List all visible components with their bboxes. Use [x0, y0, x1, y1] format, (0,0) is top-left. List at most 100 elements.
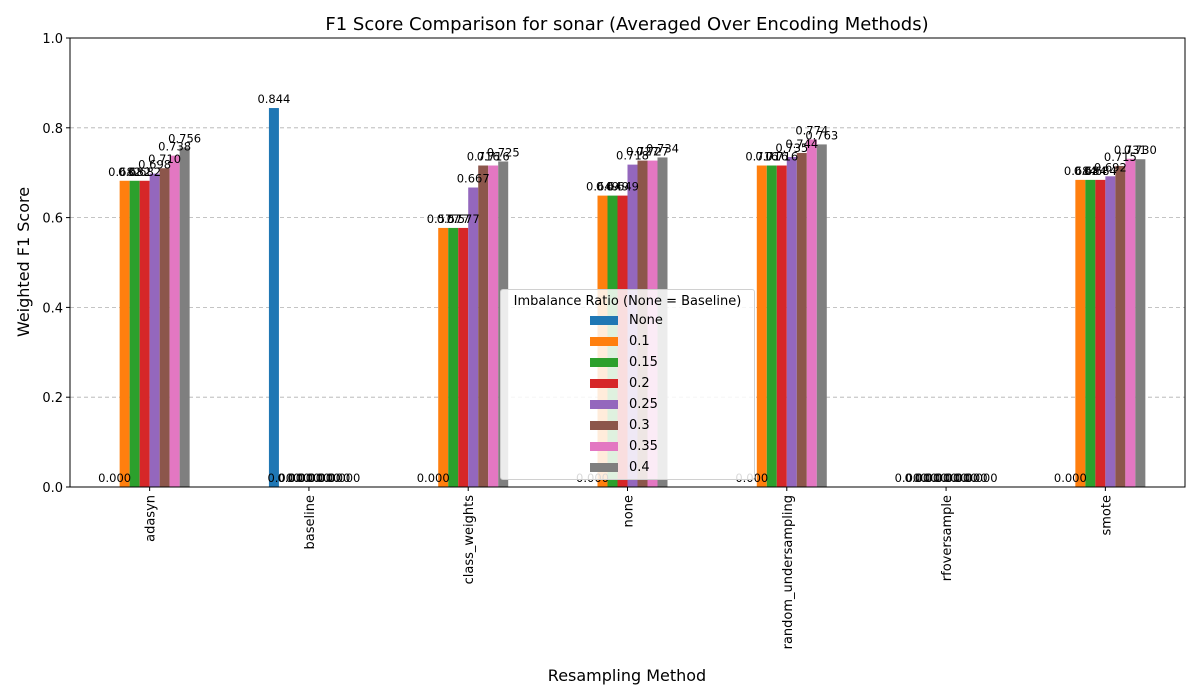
- bar-value-label: 0.682: [128, 165, 161, 179]
- legend-swatch: [590, 463, 618, 472]
- bar-value-label: 0.000: [915, 471, 948, 485]
- bar: [478, 165, 489, 488]
- bar-value-label: 0.716: [755, 150, 788, 164]
- bar-value-label: 0.710: [148, 152, 181, 166]
- bar-value-label: 0.725: [487, 145, 520, 159]
- bar-value-label: 0.716: [467, 150, 500, 164]
- bar-value-label: 0.000: [905, 471, 938, 485]
- bar-value-label: 0.000: [417, 471, 450, 485]
- bar: [129, 180, 140, 488]
- bar: [169, 155, 180, 487]
- bar-value-label: 0.577: [427, 212, 460, 226]
- legend: Imbalance Ratio (None = Baseline) None 0.…: [500, 289, 755, 480]
- legend-label: 0.3: [629, 418, 650, 433]
- x-tick-label: smote: [1099, 495, 1114, 536]
- bar-value-label: 0.692: [1094, 160, 1127, 174]
- y-tick-label: 0.4: [42, 301, 63, 316]
- bar-value-label: 0.684: [1064, 164, 1097, 178]
- legend-label: 0.4: [629, 460, 650, 475]
- legend-swatch: [590, 400, 618, 409]
- bar: [816, 144, 827, 487]
- y-tick-label: 0.8: [42, 122, 63, 137]
- legend-title: Imbalance Ratio (None = Baseline): [513, 294, 742, 309]
- bar: [448, 227, 459, 487]
- bar-value-label: 0.738: [158, 140, 191, 154]
- bar-value-label: 0.682: [118, 165, 151, 179]
- bar: [1085, 179, 1096, 487]
- x-tick-label: class_weights: [462, 495, 477, 585]
- bar: [488, 165, 499, 488]
- bar-value-label: 0.715: [1104, 150, 1137, 164]
- y-axis-label: Weighted F1 Score: [14, 187, 33, 337]
- bar: [776, 165, 787, 488]
- bar: [468, 187, 479, 487]
- x-tick-label: baseline: [303, 495, 318, 549]
- bar-value-label: 0.727: [636, 145, 669, 159]
- bar-value-label: 0.000: [267, 471, 300, 485]
- bar-value-label: 0.000: [945, 471, 978, 485]
- bar-value-label: 0.000: [1054, 471, 1087, 485]
- legend-label: 0.25: [629, 397, 658, 412]
- x-tick-label: none: [622, 495, 637, 527]
- legend-swatch: [590, 379, 618, 388]
- bar-value-label: 0.763: [805, 128, 838, 142]
- bar-value-label: 0.000: [98, 471, 131, 485]
- bar-value-label: 0.000: [895, 471, 928, 485]
- bar-value-label: 0.684: [1084, 164, 1117, 178]
- bar: [1095, 179, 1106, 487]
- bar-value-label: 0.577: [447, 212, 480, 226]
- bar: [1125, 158, 1136, 487]
- bar-value-label: 0.744: [785, 137, 818, 151]
- bar: [179, 147, 190, 487]
- y-tick-label: 0.6: [42, 212, 63, 227]
- bar-value-label: 0.000: [307, 471, 340, 485]
- bar: [438, 227, 449, 487]
- bar-value-label: 0.000: [955, 471, 988, 485]
- chart-title: F1 Score Comparison for sonar (Averaged …: [325, 14, 928, 35]
- bar: [806, 139, 817, 487]
- legend-swatch: [590, 421, 618, 430]
- bar-value-label: 0.756: [168, 132, 201, 146]
- y-tick-label: 0.2: [42, 391, 63, 406]
- legend-swatch: [590, 316, 618, 325]
- legend-label: 0.35: [629, 439, 658, 454]
- x-tick-label: rfoversample: [940, 495, 955, 581]
- bar-value-label: 0.000: [287, 471, 320, 485]
- y-axis-ticks: 0.0 0.2 0.4 0.6 0.8 1.0: [42, 32, 70, 496]
- grid-lines: [70, 127, 1185, 398]
- bar-value-label: 0.000: [935, 471, 968, 485]
- bar-value-label: 0.667: [457, 172, 490, 186]
- bar-value-label: 0.735: [775, 141, 808, 155]
- x-tick-label: random_undersampling: [781, 495, 796, 649]
- legend-label: None: [629, 313, 663, 328]
- bar: [786, 156, 797, 488]
- bar: [159, 168, 170, 487]
- value-labels: 0.000 0.6820.6820.6820.6980.7100.7380.756…: [98, 92, 1157, 485]
- bar: [458, 227, 469, 487]
- bar-value-label: 0.716: [477, 150, 510, 164]
- bar: [1105, 176, 1116, 488]
- bar-value-label: 0.000: [327, 471, 360, 485]
- legend-swatch: [590, 442, 618, 451]
- bar-value-label: 0.730: [1124, 143, 1157, 157]
- bar-value-label: 0.727: [626, 145, 659, 159]
- y-tick-label: 0.0: [42, 481, 63, 496]
- legend-label: 0.1: [629, 334, 650, 349]
- bar: [796, 152, 807, 487]
- bar-value-label: 0.000: [277, 471, 310, 485]
- bar: [268, 108, 279, 487]
- bar: [1135, 159, 1146, 488]
- bar: [1075, 179, 1086, 487]
- bar-value-label: 0.649: [586, 180, 619, 194]
- bar-value-label: 0.000: [925, 471, 958, 485]
- bar-value-label: 0.716: [765, 150, 798, 164]
- bar-value-label: 0.000: [965, 471, 998, 485]
- bar-value-label: 0.718: [616, 149, 649, 163]
- x-axis-label: Resampling Method: [548, 666, 706, 685]
- bar: [149, 173, 160, 487]
- bar-value-label: 0.844: [257, 92, 290, 106]
- bar-value-label: 0.698: [138, 158, 171, 172]
- y-tick-label: 1.0: [42, 32, 63, 47]
- legend-label: 0.2: [629, 376, 650, 391]
